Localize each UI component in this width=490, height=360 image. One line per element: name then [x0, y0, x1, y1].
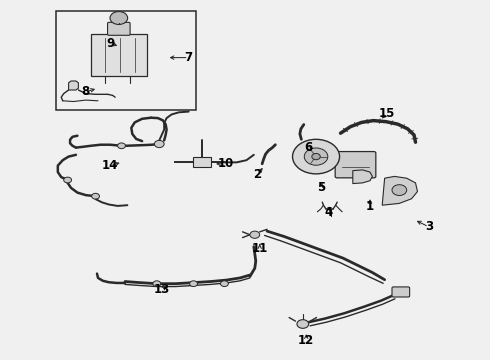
- Bar: [56, 11, 196, 110]
- Text: 1: 1: [366, 201, 374, 213]
- Circle shape: [312, 153, 320, 160]
- Circle shape: [250, 231, 260, 238]
- Text: 11: 11: [251, 242, 268, 255]
- Circle shape: [92, 193, 99, 199]
- FancyBboxPatch shape: [91, 34, 147, 76]
- Text: 12: 12: [298, 334, 315, 347]
- Polygon shape: [69, 81, 78, 90]
- Circle shape: [392, 185, 407, 195]
- Circle shape: [304, 148, 328, 165]
- Circle shape: [293, 139, 340, 174]
- Circle shape: [154, 140, 164, 148]
- Text: 14: 14: [102, 159, 119, 172]
- Text: 13: 13: [153, 283, 170, 296]
- Circle shape: [297, 320, 309, 328]
- Bar: [193, 157, 211, 167]
- FancyBboxPatch shape: [392, 287, 410, 297]
- Polygon shape: [382, 176, 417, 205]
- Text: 2: 2: [253, 168, 261, 181]
- Text: 5: 5: [317, 181, 325, 194]
- Circle shape: [110, 12, 127, 24]
- Polygon shape: [353, 170, 372, 184]
- Circle shape: [118, 143, 125, 149]
- FancyBboxPatch shape: [335, 152, 376, 178]
- Text: 4: 4: [324, 206, 332, 219]
- Circle shape: [190, 281, 197, 287]
- Circle shape: [220, 281, 228, 287]
- Text: 15: 15: [379, 107, 395, 120]
- Text: 6: 6: [305, 141, 313, 154]
- Text: 9: 9: [106, 37, 114, 50]
- Text: 7: 7: [185, 51, 193, 64]
- FancyBboxPatch shape: [108, 22, 130, 35]
- Circle shape: [64, 177, 72, 183]
- Text: 3: 3: [425, 220, 433, 233]
- Text: 10: 10: [217, 157, 234, 170]
- Circle shape: [153, 281, 161, 287]
- Text: 8: 8: [82, 85, 90, 98]
